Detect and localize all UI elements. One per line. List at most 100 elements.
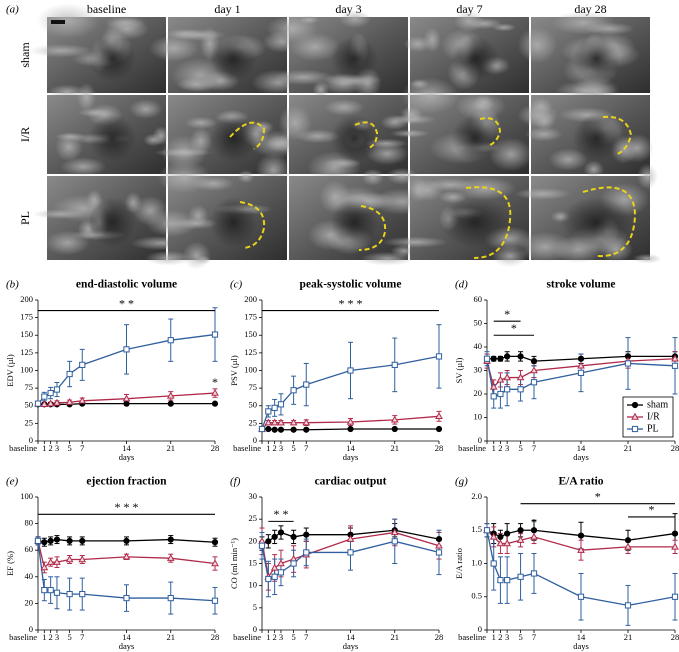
marker (347, 367, 354, 374)
marker (65, 397, 74, 405)
ultrasound-image (278, 95, 409, 185)
cavity (560, 197, 633, 248)
x-tick-label: 2 (498, 632, 502, 642)
x-tick-label: baseline (9, 632, 37, 642)
marker (290, 426, 297, 433)
marker (123, 537, 130, 544)
y-tick-label: 25 (25, 417, 34, 427)
y-tick-label: 10 (249, 580, 258, 590)
x-tick-label: 7 (304, 443, 308, 453)
x-tick-label: 3 (505, 443, 509, 453)
texture (382, 236, 448, 248)
texture (338, 9, 372, 28)
x-tick-label: 28 (671, 443, 679, 453)
chart-title: ejection fraction (86, 476, 167, 488)
ultrasound-image (47, 82, 171, 177)
texture (584, 22, 635, 36)
marker (497, 355, 504, 362)
marker (211, 559, 219, 567)
infarct-outline (465, 186, 512, 259)
marker (289, 418, 298, 426)
marker (624, 602, 632, 609)
y-tick-label: 0 (253, 624, 257, 634)
marker (211, 331, 219, 338)
marker (435, 353, 443, 360)
x-tick-label: 1 (266, 632, 270, 642)
y-tick-label: 1.5 (471, 524, 482, 534)
marker (66, 590, 73, 598)
texture (273, 69, 335, 85)
marker (122, 552, 131, 560)
y-tick-label: 25 (249, 513, 258, 523)
marker (211, 388, 219, 396)
marker (271, 533, 278, 541)
marker (290, 533, 297, 541)
x-tick-label: 28 (671, 632, 679, 642)
texture (360, 251, 415, 266)
marker (435, 412, 443, 420)
texture (144, 250, 193, 266)
texture (400, 77, 459, 114)
marker (503, 373, 511, 381)
texture (632, 253, 662, 264)
marker (211, 400, 219, 407)
texture (466, 18, 503, 30)
marker (516, 535, 525, 543)
x-tick-label: 1 (266, 443, 270, 453)
y-tick-label: 20 (474, 388, 483, 398)
texture (533, 111, 555, 131)
marker (517, 573, 524, 580)
marker (79, 537, 86, 544)
marker (497, 533, 504, 541)
x-tick-label: 3 (279, 632, 283, 642)
x-tick-label: 2 (498, 443, 502, 453)
marker (265, 575, 272, 583)
x-tick-label: 5 (291, 632, 295, 642)
marker (577, 593, 585, 600)
ultrasound-image (266, 9, 408, 99)
y-tick-label: 50 (249, 400, 258, 410)
marker (517, 527, 524, 534)
row-header: sham (18, 42, 32, 68)
marker (303, 549, 310, 556)
x-axis-label: days (119, 641, 135, 651)
marker (65, 555, 74, 563)
marker (577, 361, 585, 369)
ultrasound-image (388, 77, 534, 174)
texture (148, 35, 199, 62)
y-tick-label: 0 (253, 435, 257, 445)
x-axis-label: days (343, 452, 359, 462)
texture (366, 142, 409, 166)
marker (671, 542, 679, 550)
marker (53, 589, 61, 596)
x-tick-label: 2 (273, 443, 277, 453)
significance-label: * (212, 375, 218, 389)
chart-title: end-diastolic volume (76, 279, 177, 291)
x-axis-label: days (343, 641, 359, 651)
cavity (209, 36, 258, 82)
texture (182, 241, 211, 270)
marker (435, 549, 443, 556)
marker (211, 597, 219, 604)
infarct-outline (582, 186, 637, 258)
texture (145, 209, 198, 238)
chart-title: cardiac output (315, 476, 387, 488)
y-tick-label: 2.0 (471, 491, 482, 501)
marker (277, 418, 285, 426)
marker (166, 391, 175, 399)
marker (516, 373, 525, 381)
x-tick-label: baseline (458, 443, 486, 453)
ultrasound-image (144, 160, 287, 270)
marker (46, 557, 55, 565)
marker (277, 569, 285, 576)
texture (525, 127, 563, 142)
marker (122, 394, 131, 402)
significance-label: * (649, 503, 655, 517)
texture (637, 163, 658, 190)
texture (408, 177, 429, 202)
marker (53, 557, 61, 565)
x-tick-label: baseline (233, 443, 261, 453)
x-tick-label: 7 (304, 632, 308, 642)
y-tick-label: 50 (25, 400, 34, 410)
texture (361, 168, 385, 186)
